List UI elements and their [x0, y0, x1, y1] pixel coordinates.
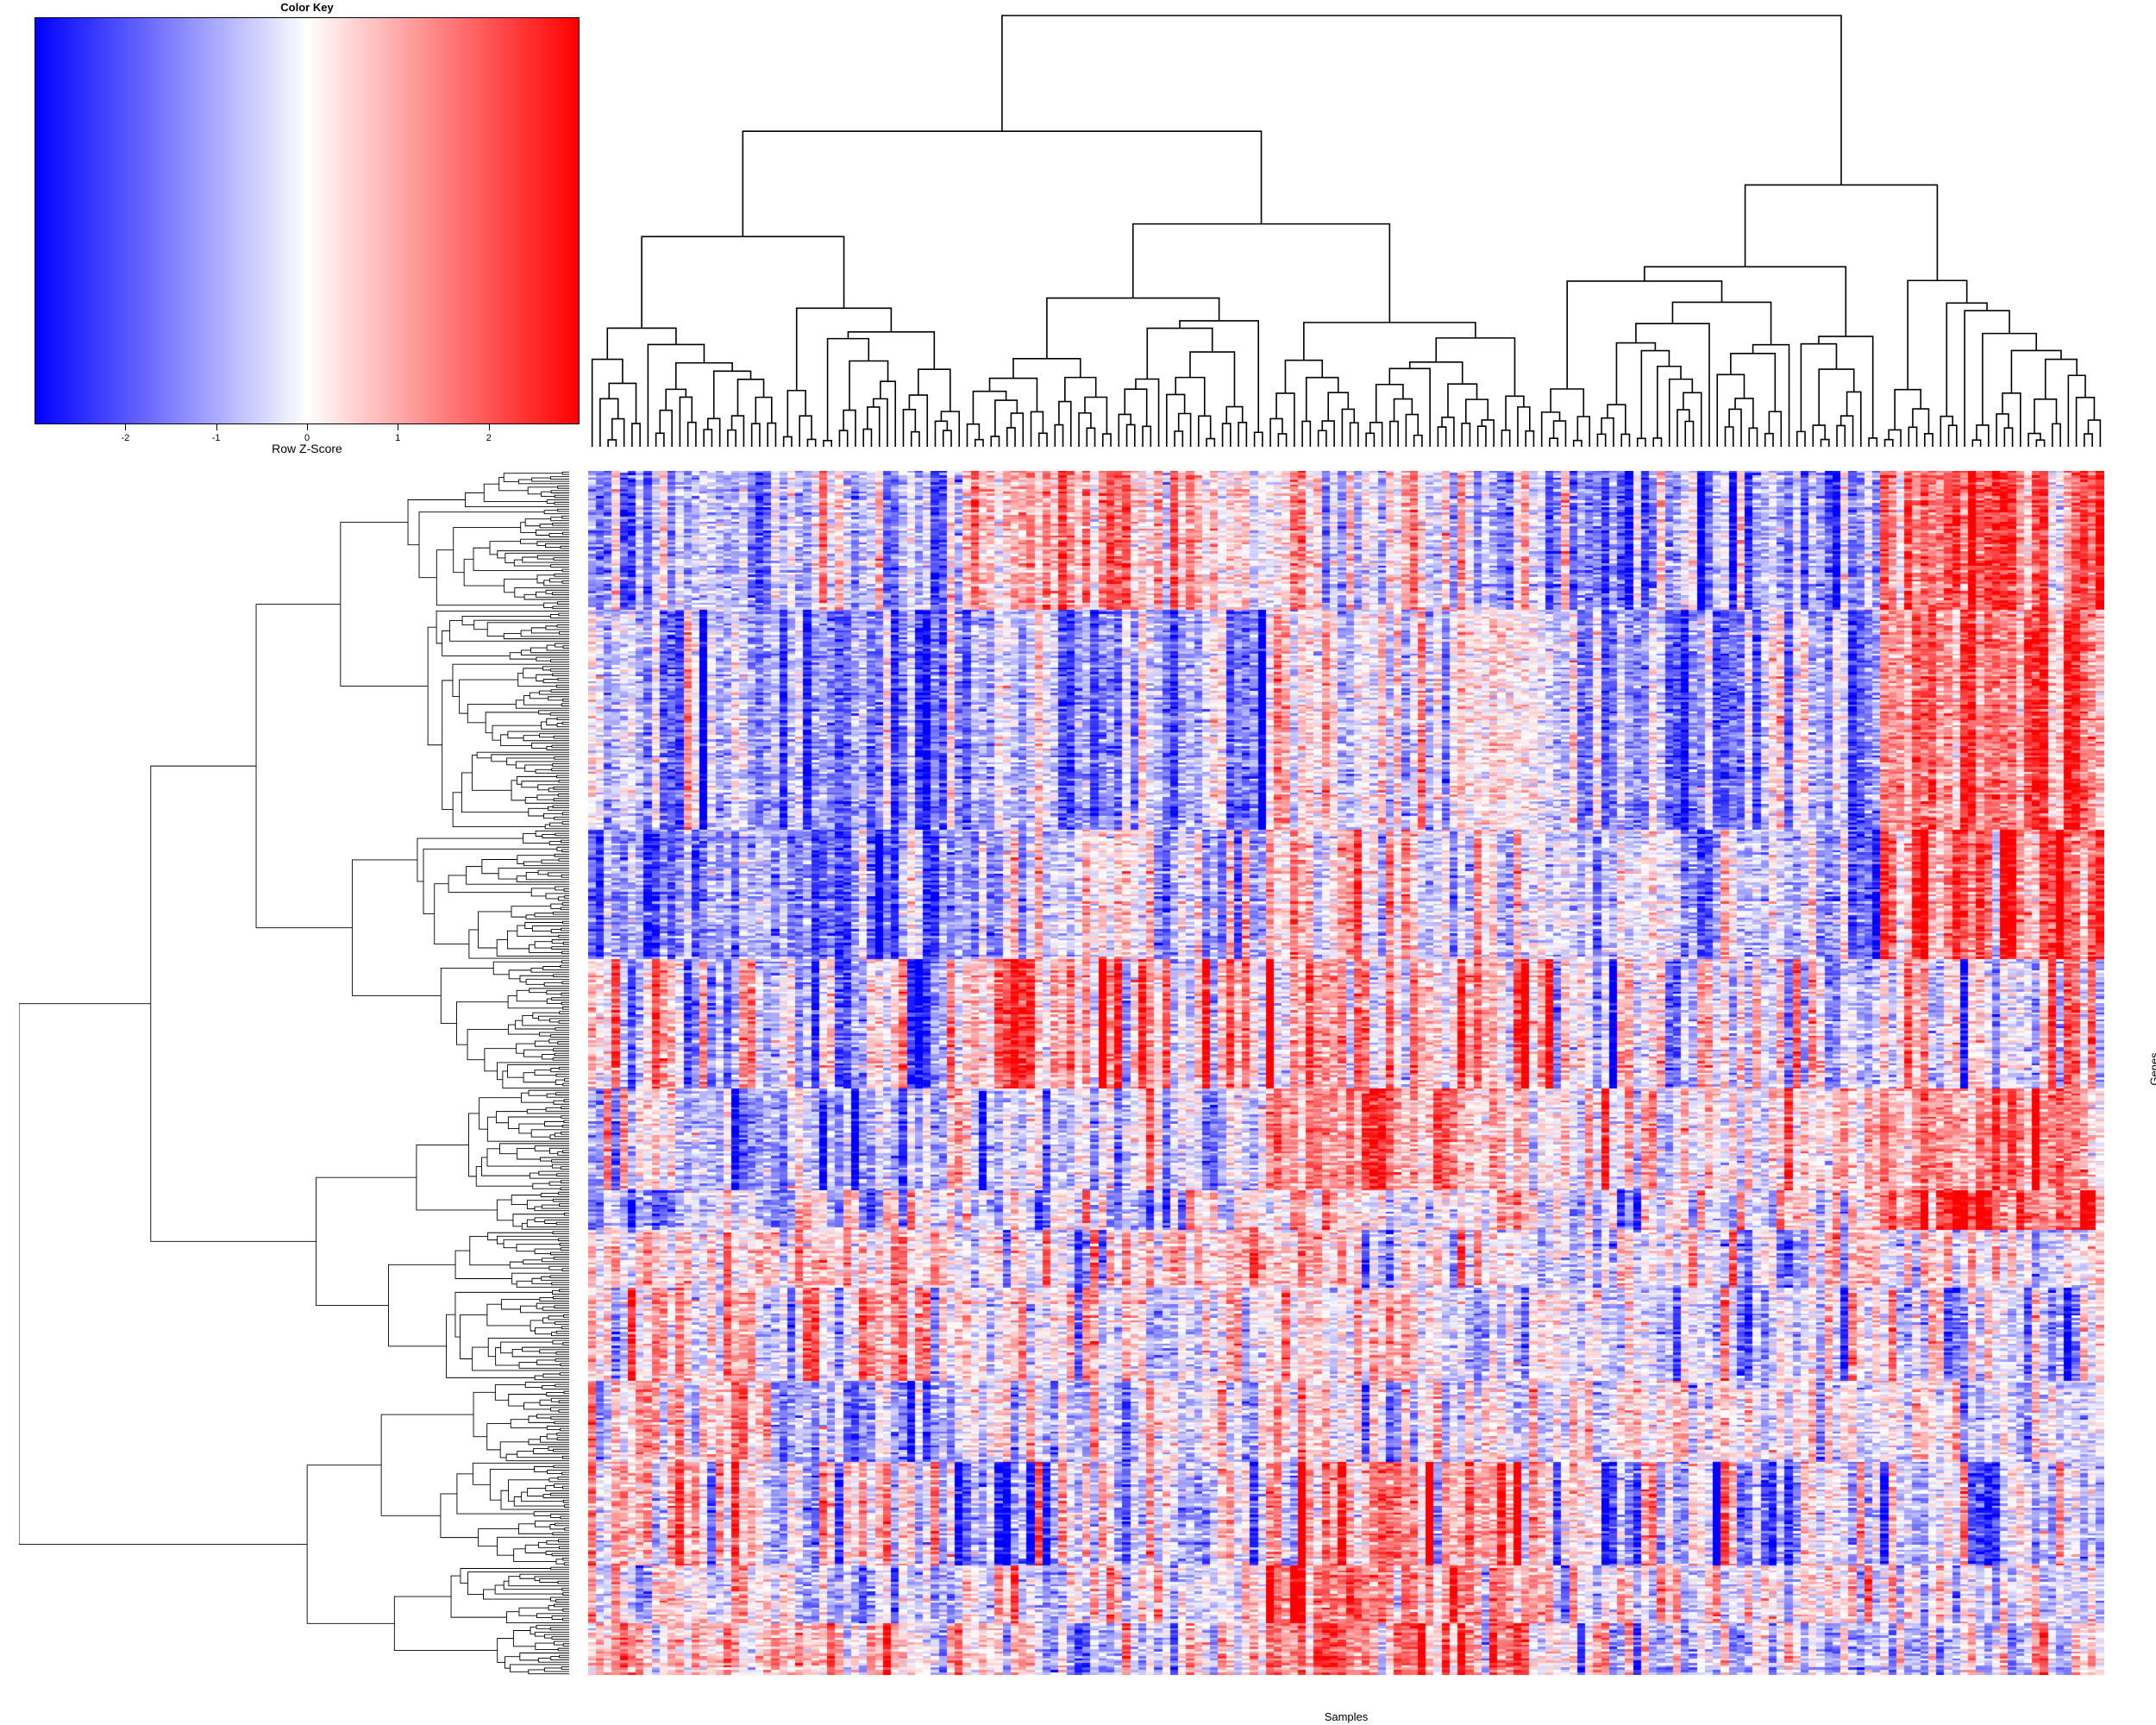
color-key-tick-label: 1: [395, 433, 401, 443]
color-key-tick-label: -2: [121, 433, 130, 443]
color-key-tick: [125, 424, 127, 430]
color-key-title: Color Key: [280, 1, 334, 14]
row-dendrogram: [19, 471, 569, 1675]
heatmap-cells: [588, 471, 2104, 1675]
color-key-axis-label: Row Z-Score: [272, 442, 342, 455]
heatmap-grid: [588, 471, 2104, 1675]
y-axis-label: Genes: [2147, 1052, 2156, 1086]
color-key-gradient: [34, 17, 580, 424]
color-key-tick-label: -1: [211, 433, 221, 443]
color-key-tick: [488, 424, 490, 430]
color-key-tick: [307, 424, 308, 430]
color-key-tick: [216, 424, 217, 430]
row-dendrogram-branches: [19, 471, 569, 1675]
column-dendrogram-branches: [591, 15, 2102, 447]
column-dendrogram: [591, 15, 2102, 447]
color-key-tick-label: 0: [304, 433, 310, 443]
color-key-tick-label: 2: [486, 433, 492, 443]
x-axis-label: Samples: [1324, 1710, 1369, 1723]
